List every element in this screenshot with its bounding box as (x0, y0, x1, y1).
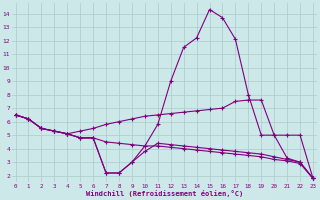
X-axis label: Windchill (Refroidissement éolien,°C): Windchill (Refroidissement éolien,°C) (86, 190, 243, 197)
